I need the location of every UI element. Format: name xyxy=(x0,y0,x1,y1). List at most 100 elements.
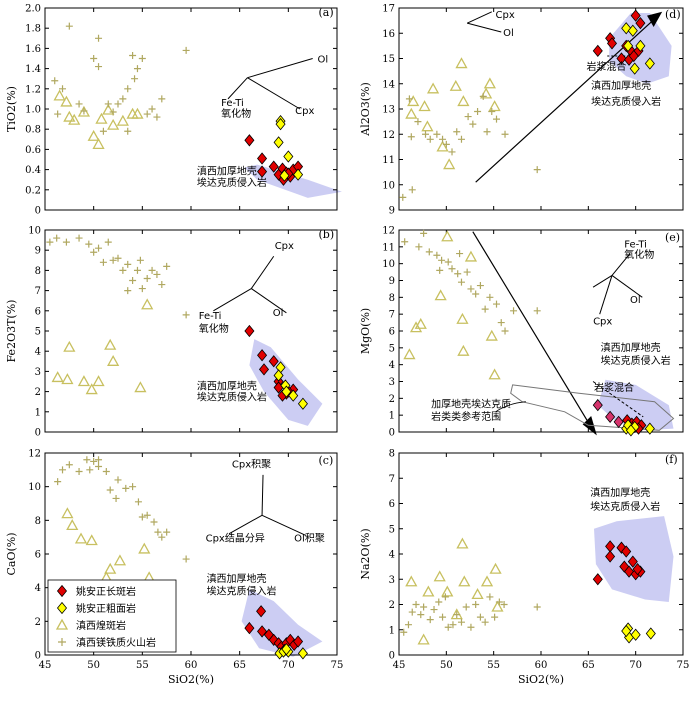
data-point xyxy=(65,461,73,469)
data-point xyxy=(54,110,62,118)
vector-cpx xyxy=(247,77,301,110)
data-point xyxy=(129,51,137,59)
vector-ol xyxy=(611,275,643,298)
data-point xyxy=(455,57,468,69)
y-tick-label: 5 xyxy=(389,524,395,535)
data-point xyxy=(495,598,503,606)
data-point xyxy=(476,282,484,290)
y-tick-label: 11 xyxy=(382,155,395,166)
data-point xyxy=(441,585,454,597)
data-point xyxy=(153,270,161,278)
y-tick-label: 10 xyxy=(382,180,395,191)
panel-label: (d) xyxy=(665,8,681,21)
y-tick-label: 1 xyxy=(389,625,395,636)
data-point xyxy=(143,274,151,282)
data-point xyxy=(104,338,117,350)
data-point xyxy=(257,152,268,165)
x-tick-label: 60 xyxy=(535,660,548,671)
legend-marker xyxy=(56,584,68,598)
data-point xyxy=(288,389,299,402)
x-axis-label: SiO2(%) xyxy=(518,673,564,686)
data-point xyxy=(51,371,64,383)
data-point xyxy=(131,75,139,83)
data-point xyxy=(448,265,456,273)
annotation: 岩类类参考范围 xyxy=(431,410,501,423)
y-tick-label: 0.8 xyxy=(25,125,41,136)
vector-ol xyxy=(467,22,502,33)
data-point xyxy=(87,129,100,141)
annotation: 埃达克质侵入岩 xyxy=(197,176,267,189)
data-point xyxy=(257,625,268,638)
data-point xyxy=(112,494,120,502)
data-point xyxy=(83,456,91,464)
y-tick-label: 7 xyxy=(35,286,41,297)
data-point xyxy=(483,77,496,89)
data-point xyxy=(141,298,154,310)
y-tick-label: 4 xyxy=(35,347,41,358)
y-tick-label: 1 xyxy=(35,407,41,418)
y-tick-label: 0 xyxy=(35,651,41,662)
panel-label: (c) xyxy=(319,454,334,467)
x-tick-label: 70 xyxy=(282,660,295,671)
y-tick-label: 12 xyxy=(382,130,395,141)
data-point xyxy=(134,381,147,393)
x-tick-label: 50 xyxy=(87,660,100,671)
x-tick-label: 55 xyxy=(487,660,500,671)
data-point xyxy=(124,127,132,135)
data-point xyxy=(124,287,132,295)
data-point xyxy=(114,254,122,262)
data-point xyxy=(114,476,122,484)
data-point xyxy=(109,108,117,116)
panel-label: (a) xyxy=(319,6,334,19)
data-point xyxy=(442,140,450,148)
data-point xyxy=(533,603,541,611)
annotation: Ol xyxy=(630,295,641,306)
data-point xyxy=(426,135,434,143)
data-point xyxy=(453,128,461,136)
data-point xyxy=(457,618,465,626)
y-tick-label: 8 xyxy=(35,266,41,277)
y-tick-label: 0 xyxy=(389,428,395,439)
data-point xyxy=(268,355,279,368)
data-point xyxy=(74,532,88,544)
y-tick-label: 11 xyxy=(382,242,395,253)
data-point xyxy=(464,113,472,121)
data-point xyxy=(133,65,141,73)
data-point xyxy=(645,627,656,640)
x-tick-label: 70 xyxy=(629,660,642,671)
legend-label: 姚安正长斑岩 xyxy=(76,585,136,598)
data-point xyxy=(463,268,471,276)
data-point xyxy=(63,340,76,352)
annotation: 滇西加厚地壳 xyxy=(590,486,650,499)
data-point xyxy=(80,107,88,115)
data-point xyxy=(77,375,91,387)
data-point xyxy=(113,554,127,566)
data-point xyxy=(464,250,478,262)
y-axis-label: Fe2O3T(%) xyxy=(5,300,18,363)
data-point xyxy=(448,148,456,156)
data-point xyxy=(150,518,158,526)
legend-label: 姚安正粗面岩 xyxy=(76,602,136,615)
annotation: Cpx xyxy=(496,10,515,21)
y-tick-label: 1.8 xyxy=(25,24,41,35)
data-point xyxy=(476,613,484,621)
data-point xyxy=(53,89,66,101)
data-point xyxy=(95,34,103,42)
data-point xyxy=(421,120,434,132)
data-point xyxy=(279,169,290,182)
data-point xyxy=(404,621,412,629)
data-point xyxy=(644,422,655,435)
legend-label: 滇西镁铁质火山岩 xyxy=(76,636,156,649)
data-point xyxy=(469,120,477,128)
data-point xyxy=(592,44,603,58)
x-tick-label: 75 xyxy=(677,660,690,671)
data-point xyxy=(104,562,117,574)
y-tick-label: 10 xyxy=(28,482,41,493)
annotation: 埃达克质侵入岩 xyxy=(207,584,277,597)
data-point xyxy=(435,598,443,606)
data-point xyxy=(422,130,430,138)
data-point xyxy=(116,114,129,126)
data-point xyxy=(457,278,465,286)
data-point xyxy=(403,348,416,360)
